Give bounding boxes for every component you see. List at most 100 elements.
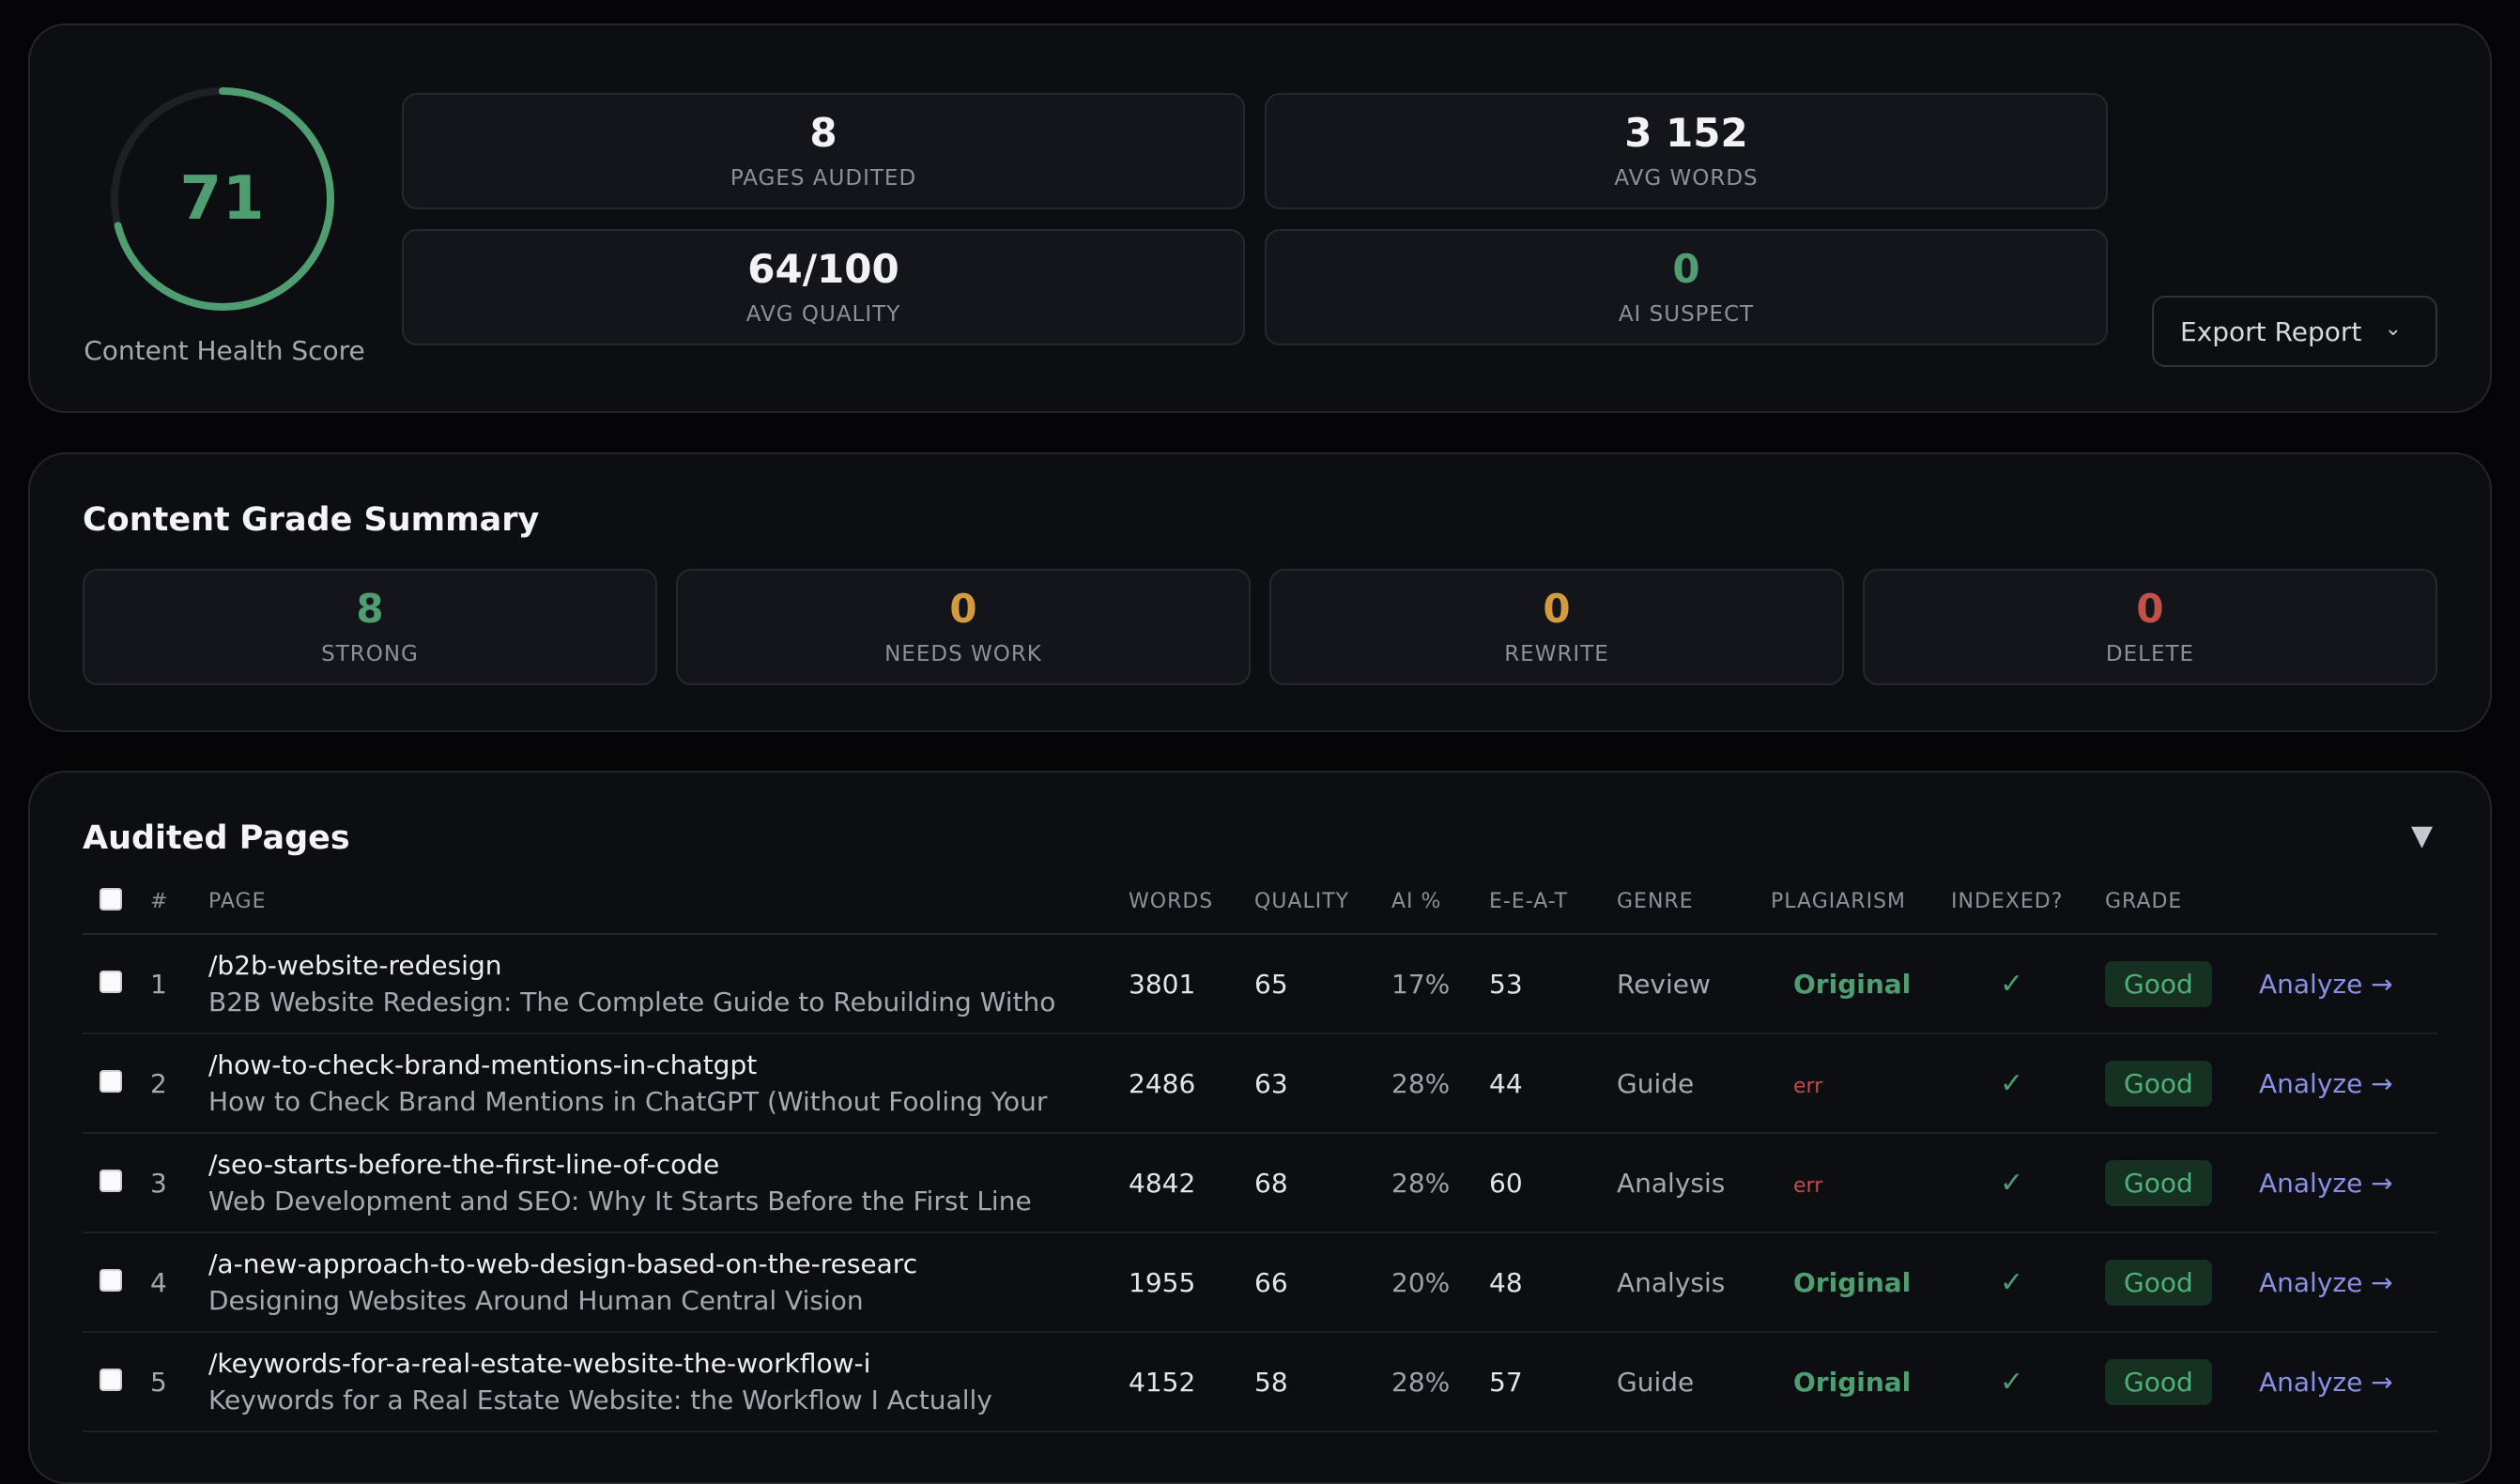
table-row: 5/keywords-for-a-real-estate-website-the… — [83, 1332, 2437, 1432]
row-genre: Analysis — [1617, 1133, 1771, 1233]
gauge-progress-arc — [111, 87, 334, 311]
row-select-cell — [83, 1332, 150, 1432]
row-checkbox[interactable] — [100, 970, 122, 993]
row-grade-cell: Good — [2105, 934, 2259, 1034]
table-row: 3/seo-starts-before-the-first-line-of-co… — [83, 1133, 2437, 1233]
stat-avg-words: 3 152 AVG WORDS — [1265, 93, 2108, 209]
row-plagiarism-cell: Original — [1771, 1232, 1951, 1333]
page-slug[interactable]: /b2b-website-redesign — [208, 950, 502, 981]
grade-delete: 0 DELETE — [1863, 569, 2437, 685]
analyze-link[interactable]: Analyze → — [2259, 1167, 2393, 1199]
row-genre: Guide — [1617, 1332, 1771, 1432]
collapse-triangle-icon[interactable]: ▼ — [2411, 819, 2434, 852]
check-icon: ✓ — [2000, 967, 2024, 1001]
row-genre: Analysis — [1617, 1232, 1771, 1333]
row-page-cell: /how-to-check-brand-mentions-in-chatgpt H… — [208, 1033, 1129, 1134]
page-title: Web Development and SEO: Why It Starts B… — [208, 1186, 1032, 1216]
health-score-gauge: 71 — [105, 82, 340, 316]
grade-rewrite: 0 REWRITE — [1269, 569, 1844, 685]
row-page-cell: /seo-starts-before-the-first-line-of-cod… — [208, 1133, 1129, 1233]
select-all-checkbox[interactable] — [100, 887, 122, 910]
row-words: 4842 — [1129, 1133, 1254, 1233]
row-checkbox[interactable] — [100, 1069, 122, 1093]
row-checkbox[interactable] — [100, 1169, 122, 1192]
page-slug[interactable]: /how-to-check-brand-mentions-in-chatgpt — [208, 1049, 758, 1080]
header-eeat: E-E-A-T — [1489, 870, 1617, 935]
grade-label: DELETE — [2105, 642, 2195, 666]
export-report-button[interactable]: Export Report ⌄ — [2152, 296, 2437, 367]
stat-pages-audited: 8 PAGES AUDITED — [402, 93, 1245, 209]
page-slug[interactable]: /a-new-approach-to-web-design-based-on-t… — [208, 1248, 918, 1279]
row-plagiarism-cell: Original — [1771, 1332, 1951, 1432]
row-words: 4152 — [1129, 1332, 1254, 1432]
row-number: 1 — [150, 934, 208, 1034]
grade-needs-work: 0 NEEDS WORK — [676, 569, 1251, 685]
grade-label: REWRITE — [1504, 642, 1609, 666]
row-action-cell: Analyze → — [2259, 1133, 2437, 1233]
grade-value: 0 — [949, 586, 977, 632]
analyze-link[interactable]: Analyze → — [2259, 1067, 2393, 1099]
analyze-link[interactable]: Analyze → — [2259, 1266, 2393, 1298]
analyze-link[interactable]: Analyze → — [2259, 968, 2393, 1000]
header-ai: AI % — [1391, 870, 1489, 935]
grade-badge: Good — [2105, 960, 2212, 1007]
stat-value: 64/100 — [747, 246, 899, 292]
header-indexed: INDEXED? — [1951, 870, 2105, 935]
header-plagiarism: PLAGIARISM — [1771, 870, 1951, 935]
row-eeat: 53 — [1489, 934, 1617, 1034]
header-action — [2259, 870, 2437, 935]
row-genre: Review — [1617, 934, 1771, 1034]
row-plagiarism-cell: err — [1771, 1133, 1951, 1233]
audited-pages-table: # PAGE WORDS QUALITY AI % E-E-A-T GENRE … — [83, 870, 2437, 1432]
grade-strong: 8 STRONG — [83, 569, 657, 685]
row-number: 4 — [150, 1232, 208, 1333]
row-quality: 68 — [1254, 1133, 1391, 1233]
row-quality: 58 — [1254, 1332, 1391, 1432]
check-icon: ✓ — [2000, 1265, 2024, 1299]
row-words: 1955 — [1129, 1232, 1254, 1333]
table-row: 2/how-to-check-brand-mentions-in-chatgpt… — [83, 1033, 2437, 1134]
row-number: 2 — [150, 1033, 208, 1134]
page-title: Keywords for a Real Estate Website: the … — [208, 1385, 992, 1415]
row-eeat: 44 — [1489, 1033, 1617, 1134]
grade-value: 8 — [356, 586, 384, 632]
row-eeat: 57 — [1489, 1332, 1617, 1432]
table-row: 4/a-new-approach-to-web-design-based-on-… — [83, 1232, 2437, 1333]
plagiarism-status: Original — [1793, 1366, 1912, 1398]
header-select-all — [83, 870, 150, 935]
row-checkbox[interactable] — [100, 1268, 122, 1292]
row-ai-percent: 17% — [1391, 934, 1489, 1034]
row-checkbox[interactable] — [100, 1368, 122, 1391]
header-quality: QUALITY — [1254, 870, 1391, 935]
page-slug[interactable]: /seo-starts-before-the-first-line-of-cod… — [208, 1149, 720, 1180]
row-grade-cell: Good — [2105, 1033, 2259, 1134]
stat-label: AVG QUALITY — [745, 302, 901, 327]
row-grade-cell: Good — [2105, 1332, 2259, 1432]
analyze-link[interactable]: Analyze → — [2259, 1366, 2393, 1398]
check-icon: ✓ — [2000, 1166, 2024, 1200]
header-words: WORDS — [1129, 870, 1254, 935]
row-action-cell: Analyze → — [2259, 1033, 2437, 1134]
section-title: Content Grade Summary — [83, 501, 540, 539]
row-indexed-cell: ✓ — [1951, 1033, 2105, 1134]
row-quality: 63 — [1254, 1033, 1391, 1134]
row-plagiarism-cell: Original — [1771, 934, 1951, 1034]
row-page-cell: /keywords-for-a-real-estate-website-the-… — [208, 1332, 1129, 1432]
page-slug[interactable]: /keywords-for-a-real-estate-website-the-… — [208, 1348, 871, 1379]
gauge-ring — [111, 87, 334, 311]
row-words: 3801 — [1129, 934, 1254, 1034]
row-select-cell — [83, 1133, 150, 1233]
health-score-value: 71 — [179, 164, 266, 234]
page-title: How to Check Brand Mentions in ChatGPT (… — [208, 1086, 1048, 1117]
row-number: 3 — [150, 1133, 208, 1233]
row-ai-percent: 28% — [1391, 1133, 1489, 1233]
row-indexed-cell: ✓ — [1951, 1332, 2105, 1432]
row-indexed-cell: ✓ — [1951, 1133, 2105, 1233]
header-page: PAGE — [208, 870, 1129, 935]
grade-badge: Good — [2105, 1060, 2212, 1107]
stat-value: 3 152 — [1624, 110, 1748, 156]
row-plagiarism-cell: err — [1771, 1033, 1951, 1134]
plagiarism-status: Original — [1793, 1266, 1912, 1298]
grade-label: NEEDS WORK — [884, 642, 1042, 666]
content-health-card: 71 Content Health Score 8 PAGES AUDITED … — [28, 23, 2492, 413]
